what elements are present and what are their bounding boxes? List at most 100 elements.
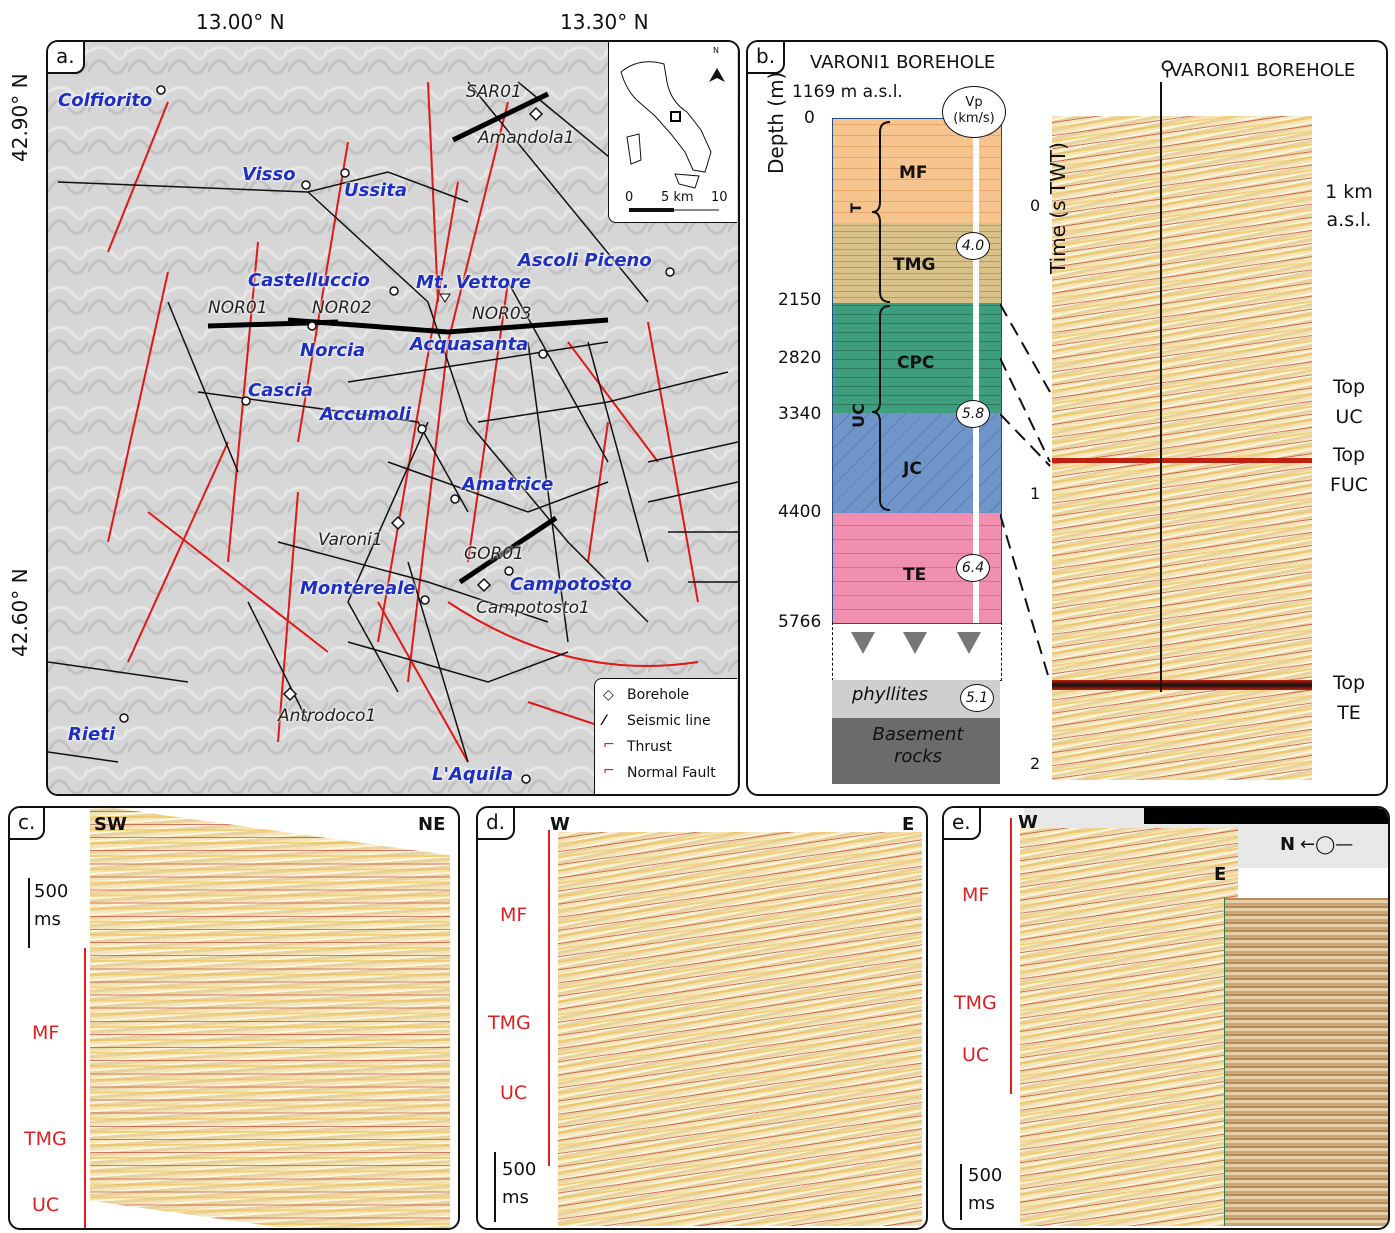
north-label-e: N xyxy=(1280,834,1296,855)
legend-seismic: Seismic line xyxy=(627,713,711,729)
vp-value-2: 5.8 xyxy=(956,400,990,428)
line-nor03: NOR03 xyxy=(472,304,532,324)
scale-c: 500 ms xyxy=(34,881,69,930)
scale-zero: 0 xyxy=(625,190,634,205)
town-castelluccio: Castelluccio xyxy=(248,270,370,291)
legend-thrust-icon: ⌐ xyxy=(603,737,615,753)
scale-e: 500 ms xyxy=(968,1165,1003,1214)
vp-header-circle: Vp (km/s) xyxy=(942,86,1006,138)
vp-value-4: 5.1 xyxy=(960,684,994,712)
scale-bar-d xyxy=(494,1152,496,1222)
strat-column: MF TMG CPC JC TE xyxy=(832,118,1002,624)
dir-e-e: E xyxy=(1214,864,1227,885)
vp-value-3: 6.4 xyxy=(956,554,990,582)
panel-c-tag: c. xyxy=(10,808,46,840)
depth-4400: 4400 xyxy=(778,502,822,522)
seismic-section-e-left xyxy=(1020,828,1238,1226)
seismic-section-c xyxy=(90,808,450,1228)
unit-mf-e: MF xyxy=(962,884,990,906)
line-nor02: NOR02 xyxy=(312,298,372,318)
unit-tmg-d: TMG xyxy=(488,1012,531,1034)
town-cascia: Cascia xyxy=(248,380,314,401)
line-gor01: GOR01 xyxy=(464,544,524,564)
unit-mf: MF xyxy=(899,163,928,183)
vp-label: Vp xyxy=(965,95,983,110)
unit-uc-c: UC xyxy=(32,1194,60,1216)
depth-5766: 5766 xyxy=(778,612,822,632)
horizon-top-te: Top TE xyxy=(1332,672,1366,724)
vp-log xyxy=(973,119,979,623)
vp-unit: (km/s) xyxy=(953,111,995,126)
town-rieti: Rieti xyxy=(68,724,116,745)
unit-uc-d: UC xyxy=(500,1082,528,1104)
legend-normal: Normal Fault xyxy=(627,765,716,781)
panel-a-tag: a. xyxy=(48,42,85,74)
borehole-varoni1: Varoni1 xyxy=(318,530,383,550)
group-brackets xyxy=(871,121,891,511)
thrust-line xyxy=(407,101,509,683)
town-amatrice: Amatrice xyxy=(462,474,554,495)
time-axis-label: Time (s TWT) xyxy=(1046,142,1070,274)
dir-w-e: W xyxy=(1018,812,1038,833)
town-acquasanta: Acquasanta xyxy=(410,334,529,355)
scale-bar-e xyxy=(960,1164,962,1220)
vp-value-1: 4.0 xyxy=(956,232,990,260)
unit-uc-e: UC xyxy=(962,1044,990,1066)
scale-bar-c xyxy=(28,878,30,948)
basement-label: Basement rocks xyxy=(872,724,964,767)
dir-w-d: W xyxy=(550,814,570,835)
town-colfiorito: Colfiorito xyxy=(58,90,153,111)
seismic-section-b xyxy=(1052,116,1312,780)
depth-0: 0 xyxy=(804,108,815,128)
scale-max: 10 xyxy=(711,190,728,205)
borehole-title: VARONI1 BOREHOLE xyxy=(810,52,996,73)
unit-cpc: CPC xyxy=(897,353,935,373)
group-uc-label: UC xyxy=(848,403,868,428)
north-arrow-icon: ←◯— xyxy=(1300,834,1354,855)
legend-normal-icon: ⌐ xyxy=(603,763,615,779)
town-campotosto: Campotosto xyxy=(510,574,633,595)
time-2: 2 xyxy=(1030,754,1041,773)
seismic-section-d xyxy=(558,832,922,1226)
normal-faults xyxy=(107,81,699,763)
town-accumoli: Accumoli xyxy=(320,404,411,425)
legend-thrust: Thrust xyxy=(627,739,672,755)
unit-bar-c xyxy=(84,948,86,1228)
borehole-trace xyxy=(1160,82,1162,692)
depth-3340: 3340 xyxy=(778,404,822,424)
north-arrow-label: N xyxy=(713,46,719,55)
horizon-top-fuc: Top FUC xyxy=(1329,444,1369,496)
town-visso: Visso xyxy=(242,164,296,185)
panel-a-map: a. xyxy=(46,40,740,796)
unit-mf-d: MF xyxy=(500,904,528,926)
seis-reflector-1 xyxy=(1052,458,1312,463)
dir-e-d: E xyxy=(902,814,915,835)
town-ascoli-piceno: Ascoli Piceno xyxy=(518,250,652,271)
inset-map: N 0 5 km 10 xyxy=(608,42,737,223)
seismic-section-e-right xyxy=(1224,898,1388,1226)
borehole-campotosto1: Campotosto1 xyxy=(476,598,590,618)
correlation-lines xyxy=(1000,303,1051,683)
panel-d-tag: d. xyxy=(478,808,516,840)
unit-tmg-e: TMG xyxy=(954,992,997,1014)
unit-jc: JC xyxy=(903,459,922,479)
seis-title: VARONI1 BOREHOLE xyxy=(1170,60,1356,81)
depth-axis-label: Depth (m) xyxy=(764,71,788,174)
panel-e-black-strip xyxy=(1144,808,1388,824)
datum-label: 1 km a.s.l. xyxy=(1325,181,1373,231)
town-laquila: L'Aquila xyxy=(432,764,514,785)
horizon-top-uc: Top UC xyxy=(1332,376,1366,428)
lon-label-2: 13.30° N xyxy=(560,10,649,34)
phyllites-label: phyllites xyxy=(852,684,928,705)
depth-2150: 2150 xyxy=(778,290,822,310)
unit-bar-d xyxy=(548,830,550,1166)
panel-d-seismic: d. W E MF TMG UC 500 ms xyxy=(476,806,928,1230)
panel-c-seismic: c. SW NE 500 ms MF TMG UC xyxy=(8,806,460,1230)
unit-tmg: TMG xyxy=(893,255,936,275)
town-norcia: Norcia xyxy=(300,340,366,361)
legend-borehole-icon: ◇ xyxy=(603,687,614,703)
map-legend: ◇ Borehole ⁄ Seismic line ⌐ Thrust ⌐ Nor… xyxy=(594,678,737,794)
borehole-markers xyxy=(282,106,544,702)
lon-label-1: 13.00° N xyxy=(196,10,285,34)
borehole-antrodoco1: Antrodoco1 xyxy=(278,706,377,726)
